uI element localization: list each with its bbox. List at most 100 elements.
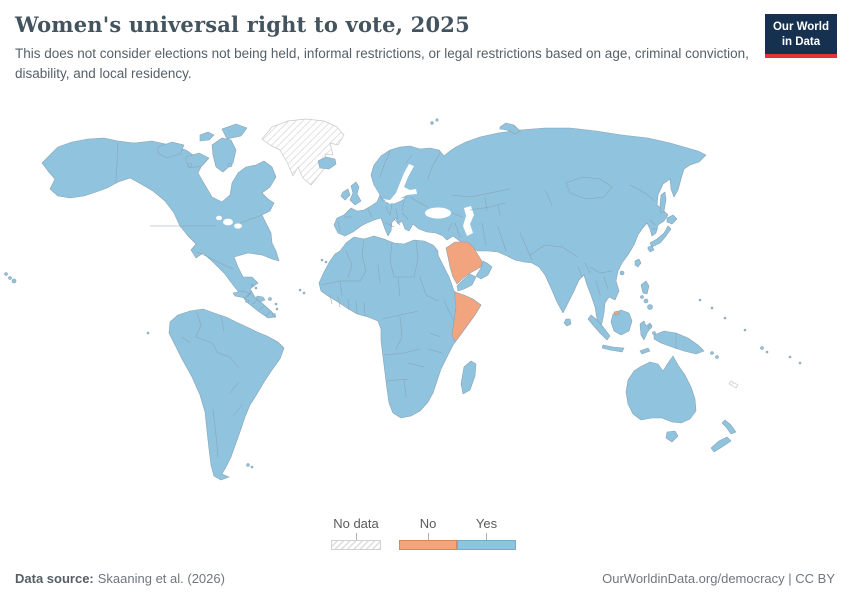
island-falklands[interactable] (250, 465, 254, 469)
island-sulawesi[interactable] (639, 320, 653, 341)
island-borneo[interactable] (610, 309, 633, 336)
country-united-kingdom[interactable] (349, 181, 362, 206)
island-luzon-philippines[interactable] (640, 280, 650, 295)
island-puerto-rico[interactable] (268, 297, 272, 301)
arctic-island[interactable] (157, 141, 185, 159)
island-taiwan[interactable] (634, 258, 642, 268)
eurasia-mainland[interactable] (333, 127, 707, 330)
island-pacific[interactable] (743, 328, 747, 332)
country-borders (115, 142, 677, 458)
island-bahamas[interactable] (250, 283, 254, 287)
island-pacific[interactable] (798, 361, 802, 365)
island-jamaica[interactable] (245, 299, 249, 303)
legend-tick (355, 533, 357, 540)
great-lakes (234, 223, 242, 229)
legend-tick (486, 533, 487, 540)
new-zealand-north-island[interactable] (721, 419, 737, 435)
island-pacific[interactable] (710, 306, 714, 310)
island-philippines[interactable] (640, 295, 644, 299)
island-pacific[interactable] (788, 355, 792, 359)
country-sri-lanka[interactable] (563, 318, 572, 327)
island-cape-verde[interactable] (298, 288, 302, 292)
country-iceland[interactable] (317, 156, 337, 170)
legend-group-no-data: No data (331, 516, 381, 550)
world-map[interactable] (0, 105, 850, 510)
region-eurasia[interactable] (333, 118, 707, 330)
island-pacific[interactable] (723, 316, 727, 320)
africa-mainland[interactable] (318, 235, 482, 419)
island-moluccas[interactable] (648, 325, 652, 329)
owid-logo-line2: in Data (781, 35, 821, 48)
island-hawaii[interactable] (8, 276, 12, 280)
country-australia[interactable] (625, 355, 697, 424)
territory-new-caledonia-no-data[interactable] (728, 380, 739, 389)
island-svalbard[interactable] (430, 121, 434, 125)
country-yemen[interactable] (456, 273, 477, 292)
island-timor[interactable] (639, 347, 651, 355)
island-canary[interactable] (320, 258, 324, 262)
country-madagascar[interactable] (460, 360, 477, 395)
island-fiji[interactable] (760, 346, 764, 350)
island-java[interactable] (601, 344, 625, 353)
south-america-mainland[interactable] (168, 308, 285, 481)
island-canary[interactable] (324, 260, 328, 264)
attribution-link[interactable]: OurWorldinData.org/democracy | CC BY (602, 571, 835, 586)
owid-logo[interactable]: Our World in Data (764, 14, 837, 58)
arctic-island[interactable] (199, 131, 215, 142)
region-southeast-asia-islands[interactable] (587, 280, 719, 359)
island-galapagos[interactable] (146, 331, 150, 335)
country-brunei[interactable] (613, 310, 620, 316)
island-hawaii[interactable] (4, 272, 8, 276)
legend-group-yes: Yes (457, 516, 516, 550)
island-new-guinea[interactable] (653, 330, 705, 355)
region-north-america[interactable] (4, 123, 280, 319)
island-cape-verde[interactable] (302, 291, 306, 295)
legend-swatch-no[interactable] (399, 540, 457, 550)
island-fiji[interactable] (765, 350, 769, 354)
island-antilles[interactable] (274, 302, 278, 306)
country-hispaniola[interactable] (255, 295, 266, 303)
legend-swatch-yes[interactable] (457, 540, 516, 550)
page-title: Women's universal right to vote, 2025 (15, 12, 470, 37)
island-antilles[interactable] (275, 307, 279, 311)
island-pacific[interactable] (698, 298, 702, 302)
island-svalbard[interactable] (435, 118, 439, 122)
legend-bar: No Yes (399, 516, 516, 550)
country-saudi-arabia[interactable] (445, 241, 483, 285)
island-bahamas[interactable] (254, 286, 258, 290)
legend-swatch-no-data[interactable] (331, 540, 381, 550)
island-sakhalin[interactable] (659, 191, 667, 214)
country-north-america-mainland[interactable] (41, 137, 280, 319)
legend-group-no: No (399, 516, 457, 550)
island-philippines[interactable] (643, 298, 649, 304)
arctic-island-ellesmere[interactable] (221, 123, 248, 140)
arctic-island[interactable] (187, 162, 193, 168)
world-map-svg[interactable] (0, 105, 850, 510)
island-novaya-zemlya[interactable] (499, 122, 521, 135)
country-somalia[interactable] (451, 291, 482, 343)
country-ireland[interactable] (340, 188, 351, 201)
island-solomon[interactable] (715, 355, 719, 359)
country-japan-hokkaido[interactable] (666, 214, 678, 225)
island-solomon[interactable] (710, 351, 714, 355)
region-south-america[interactable] (146, 308, 285, 481)
region-oceania[interactable] (625, 298, 802, 453)
country-cuba[interactable] (232, 290, 252, 299)
region-africa[interactable] (298, 235, 482, 419)
island-mindanao[interactable] (647, 304, 653, 310)
country-japan-kyushu[interactable] (647, 245, 655, 253)
arctic-island-baffin[interactable] (211, 137, 237, 173)
country-oman-uae[interactable] (475, 260, 493, 280)
legend-tick (427, 533, 429, 540)
island-falklands[interactable] (246, 463, 250, 467)
island-hawaii[interactable] (11, 278, 17, 284)
island-sumatra[interactable] (587, 314, 611, 341)
island-trinidad[interactable] (272, 313, 276, 317)
island-hainan[interactable] (619, 270, 625, 276)
island-tasmania[interactable] (665, 430, 679, 443)
chart-footer: Data source: Skaaning et al. (2026) OurWo… (15, 571, 835, 586)
new-zealand-south-island[interactable] (710, 436, 732, 453)
arctic-island[interactable] (227, 162, 233, 168)
island-moluccas[interactable] (652, 331, 656, 335)
data-source-value: Skaaning et al. (2026) (97, 571, 225, 586)
